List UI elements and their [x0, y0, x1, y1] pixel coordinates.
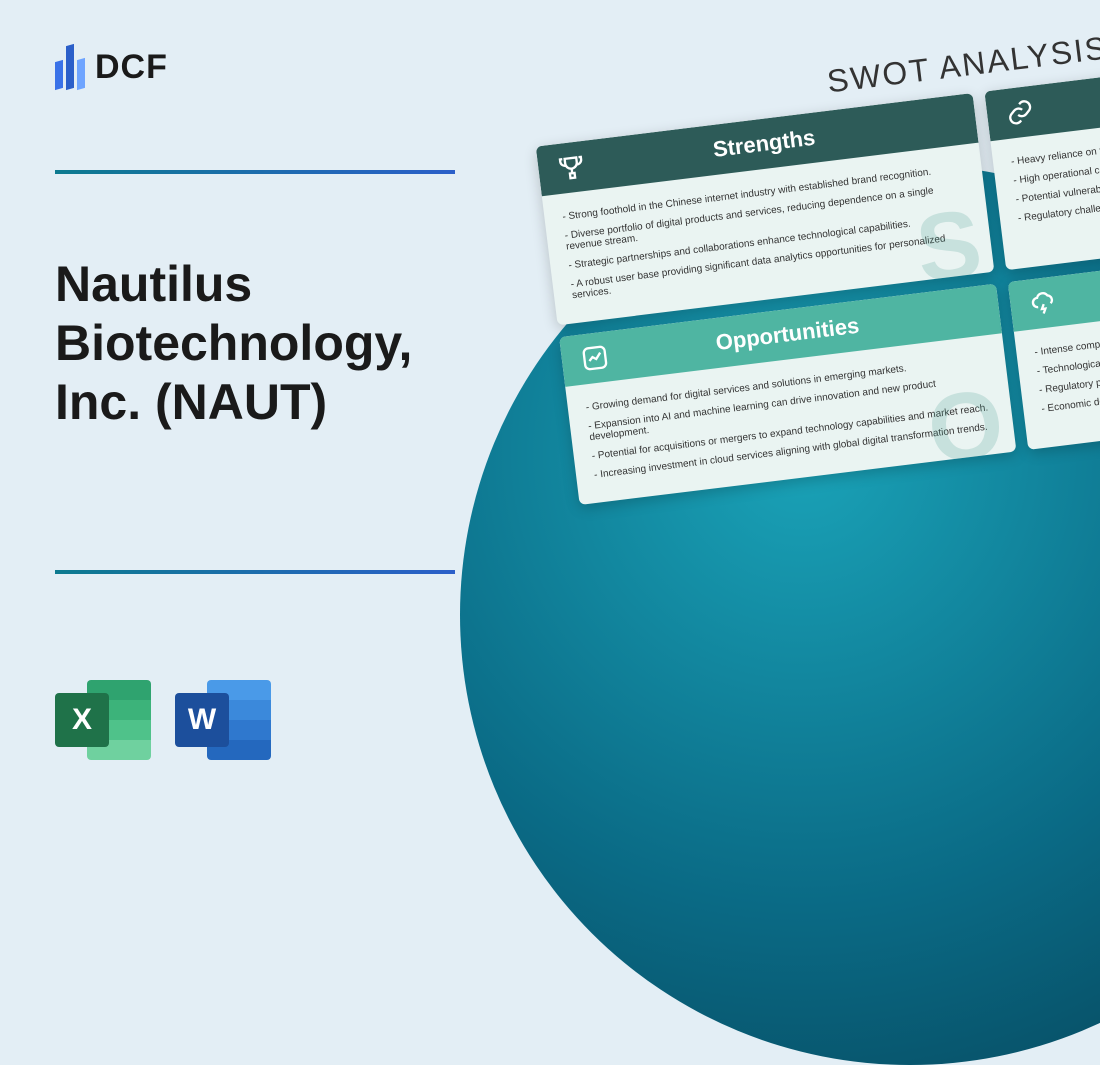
threats-list: Intense competition Technological disru …: [1033, 321, 1100, 419]
swot-panel: SWOT ANALYSIS Strengths Strong foothold …: [530, 15, 1100, 505]
excel-letter: X: [55, 693, 109, 747]
cloud-bolt-icon: [1027, 286, 1060, 319]
brand-name: DCF: [95, 48, 168, 87]
logo-bars-icon: [55, 45, 85, 89]
trophy-icon: [555, 151, 588, 184]
divider-bottom: [55, 570, 455, 574]
divider-top: [55, 170, 455, 174]
word-icon[interactable]: W: [175, 675, 271, 765]
chart-icon: [578, 341, 611, 374]
weaknesses-list: Heavy reliance on the domestic High oper…: [1010, 130, 1100, 228]
brand-logo: DCF: [55, 45, 168, 89]
swot-threats-card: Intense competition Technological disru …: [1008, 255, 1100, 450]
excel-icon[interactable]: X: [55, 675, 151, 765]
page-title: Nautilus Biotechnology, Inc. (NAUT): [55, 255, 475, 432]
file-format-icons: X W: [55, 675, 271, 765]
link-icon: [1003, 96, 1036, 129]
word-letter: W: [175, 693, 229, 747]
swot-weaknesses-card: Heavy reliance on the domestic High oper…: [984, 65, 1100, 270]
